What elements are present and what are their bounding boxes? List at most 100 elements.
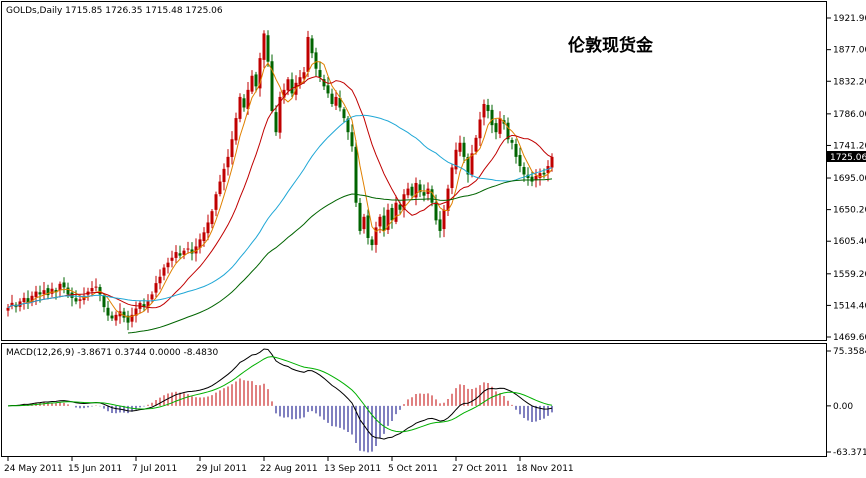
candle-body <box>174 252 178 258</box>
y-tick-label: 1650.20 <box>833 206 866 216</box>
candle-body <box>514 143 518 157</box>
y-tick-label: 1559.20 <box>833 270 866 280</box>
candle-body <box>178 253 182 256</box>
x-tick-label: 15 Jun 2011 <box>68 464 122 474</box>
candle-body <box>246 89 250 109</box>
candle-body <box>170 257 174 261</box>
candle-body <box>362 216 366 230</box>
candle-body <box>242 98 246 108</box>
candle-body <box>38 292 42 295</box>
candle-body <box>90 288 94 292</box>
candle-body <box>6 307 10 311</box>
candle-body <box>466 157 470 175</box>
candle-body <box>450 167 454 189</box>
ma-long-line <box>127 178 553 334</box>
candle-body <box>74 298 78 302</box>
candle-body <box>30 295 34 303</box>
y-tick-label: 1605.40 <box>833 237 866 247</box>
candle-body <box>438 219 442 231</box>
candle-body <box>402 194 406 210</box>
candle-body <box>490 109 494 126</box>
candle-body <box>290 79 294 94</box>
candle-body <box>114 314 118 321</box>
price-header: GOLDs,Daily 1715.85 1726.35 1715.48 1725… <box>6 6 223 16</box>
candle-body <box>366 215 370 238</box>
candle-body <box>166 262 170 268</box>
macd-y-tick-label: 75.3584 <box>833 347 866 357</box>
candle-body <box>262 33 266 60</box>
candle-body <box>550 156 554 168</box>
candle-body <box>494 123 498 133</box>
candle-body <box>270 61 274 112</box>
candle-body <box>222 168 226 182</box>
y-tick-label: 1877.00 <box>833 46 866 56</box>
y-tick-label: 1469.60 <box>833 333 866 343</box>
y-tick-label: 1514.40 <box>833 301 866 311</box>
candle-body <box>458 142 462 152</box>
candle-body <box>442 209 446 230</box>
candle-body <box>182 250 186 255</box>
candle-body <box>198 239 202 248</box>
candle-body <box>102 295 106 308</box>
candle-body <box>334 96 338 106</box>
candle-body <box>486 104 490 112</box>
candle-body <box>54 290 58 293</box>
candle-body <box>190 249 194 254</box>
candle-body <box>22 297 26 302</box>
y-tick-label: 1786.00 <box>833 110 866 120</box>
candle-body <box>122 311 126 318</box>
candle-body <box>78 299 82 301</box>
candle-body <box>142 304 146 308</box>
candle-body <box>250 75 254 92</box>
candle-body <box>94 286 98 288</box>
candle-body <box>206 222 210 234</box>
candle-body <box>422 192 426 196</box>
candle-body <box>314 52 318 69</box>
candle-body <box>194 246 198 254</box>
candle-body <box>214 194 218 210</box>
candle-body <box>430 189 434 203</box>
candle-body <box>518 155 522 167</box>
ma-slow-line <box>7 114 553 309</box>
candle-body <box>318 70 322 78</box>
candle-body <box>134 308 138 316</box>
candle-body <box>526 174 530 179</box>
candle-body <box>46 288 50 296</box>
candle-body <box>98 286 102 295</box>
candle-body <box>342 109 346 119</box>
candle-body <box>66 287 70 295</box>
candle-body <box>538 173 542 178</box>
candle-body <box>158 276 162 284</box>
candle-body <box>58 283 62 291</box>
candle-body <box>346 118 350 133</box>
candle-body <box>26 298 30 303</box>
macd-header: MACD(12,26,9) -3.8671 0.3744 0.0000 -8.4… <box>6 348 219 358</box>
candle-body <box>126 315 130 323</box>
candle-body <box>434 202 438 221</box>
candle-body <box>478 119 482 139</box>
candle-body <box>406 188 410 196</box>
candle-body <box>10 302 14 307</box>
x-tick-label: 18 Nov 2011 <box>516 464 574 474</box>
candle-body <box>510 140 514 143</box>
x-tick-label: 29 Jul 2011 <box>196 464 247 474</box>
ma-mid-line <box>7 75 553 309</box>
candle-body <box>202 232 206 242</box>
candle-body <box>542 172 546 175</box>
candle-body <box>234 118 238 141</box>
candle-body <box>282 89 286 98</box>
candle-body <box>470 153 474 175</box>
candle-body <box>302 72 306 79</box>
candle-body <box>522 167 526 175</box>
y-tick-label: 1832.20 <box>833 77 866 87</box>
candle-body <box>534 175 538 181</box>
macd-signal-line <box>7 356 553 433</box>
chart-annotation: 伦敦现货金 <box>568 35 654 56</box>
candle-body <box>238 96 242 119</box>
candle-body <box>338 97 342 108</box>
candle-body <box>394 202 398 222</box>
candle-body <box>130 314 134 322</box>
candle-body <box>390 207 394 221</box>
candle-body <box>230 139 234 157</box>
candle-body <box>110 315 114 319</box>
